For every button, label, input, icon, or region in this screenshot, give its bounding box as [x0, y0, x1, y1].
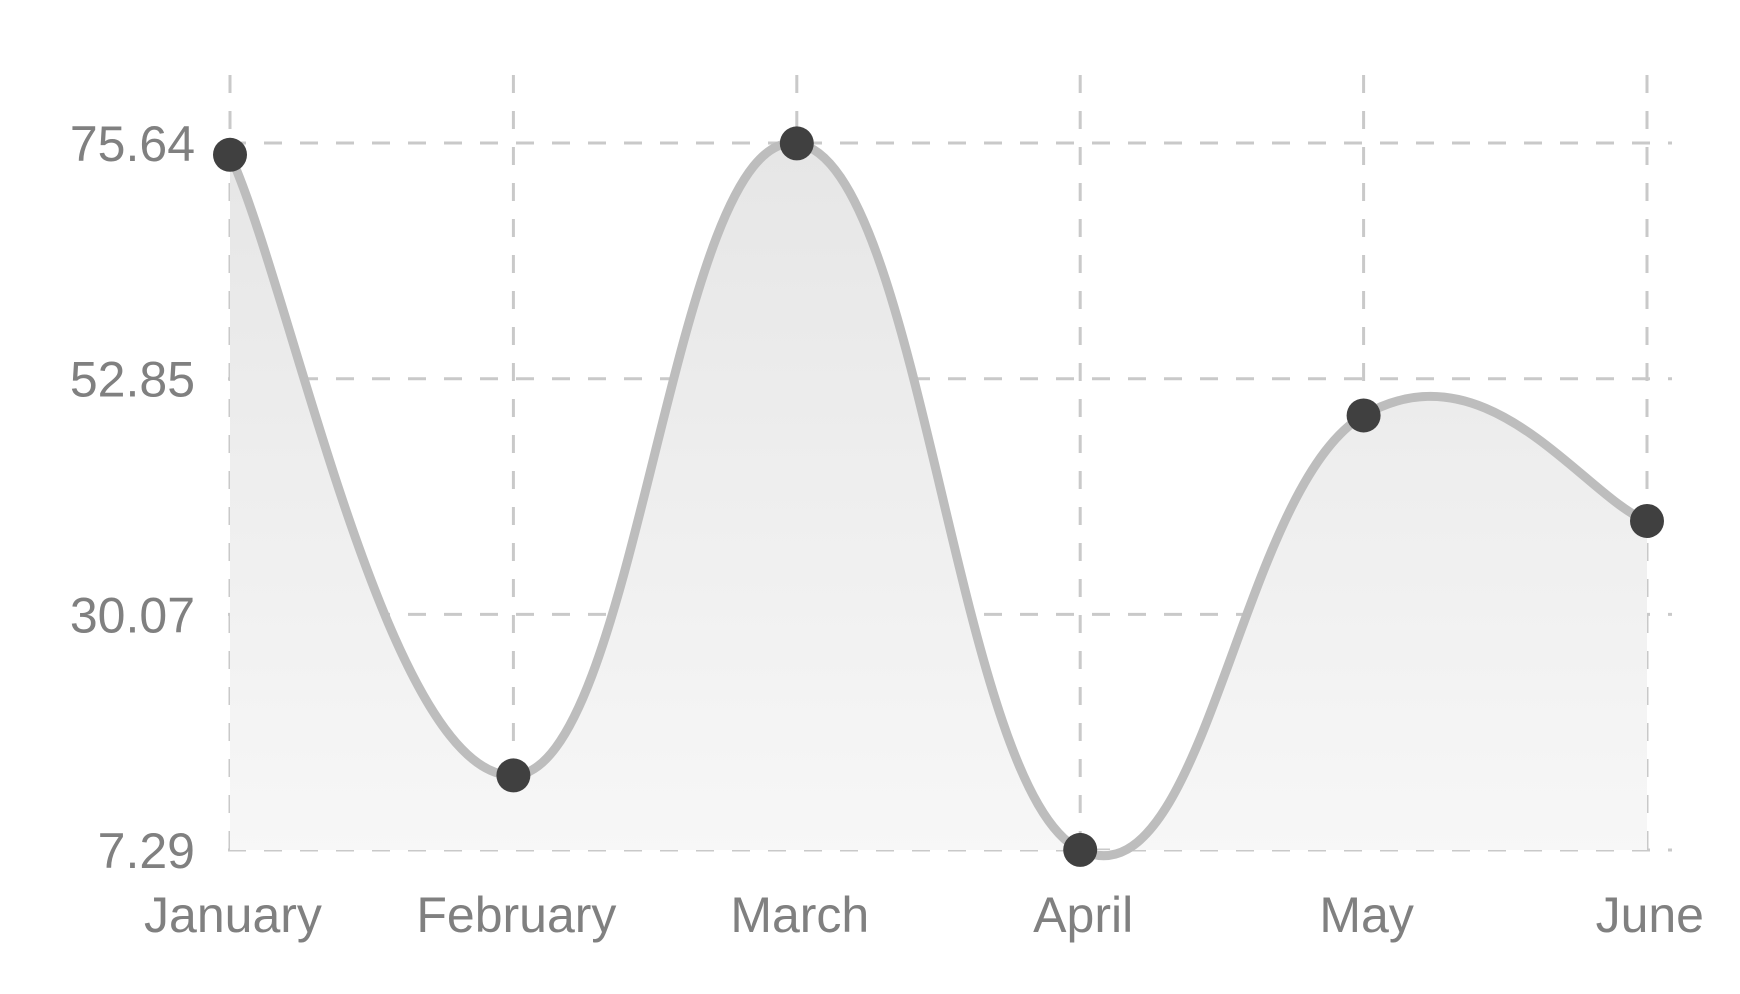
- data-points-layer: [213, 126, 1664, 867]
- data-point-march[interactable]: [779, 126, 814, 161]
- x-tick-label: June: [1596, 887, 1704, 943]
- x-tick-label: January: [144, 887, 322, 943]
- data-point-may[interactable]: [1346, 398, 1381, 433]
- x-axis-tick-labels: January February March April May June: [144, 887, 1704, 943]
- data-point-february[interactable]: [496, 758, 531, 793]
- y-tick-label: 75.64: [70, 116, 195, 172]
- y-tick-label: 30.07: [70, 587, 195, 643]
- x-tick-label: February: [416, 887, 616, 943]
- y-tick-label: 52.85: [70, 352, 195, 408]
- data-point-june[interactable]: [1630, 503, 1664, 538]
- x-tick-label: April: [1033, 887, 1133, 943]
- x-tick-label: May: [1319, 887, 1413, 943]
- y-axis-tick-labels: 7.29 30.07 52.85 75.64: [70, 116, 195, 879]
- x-tick-label: March: [730, 887, 869, 943]
- y-tick-label: 7.29: [98, 823, 195, 879]
- series-line: [225, 138, 1652, 861]
- data-point-april[interactable]: [1063, 832, 1098, 867]
- series-line-layer: [225, 138, 1652, 861]
- data-point-january[interactable]: [213, 137, 247, 172]
